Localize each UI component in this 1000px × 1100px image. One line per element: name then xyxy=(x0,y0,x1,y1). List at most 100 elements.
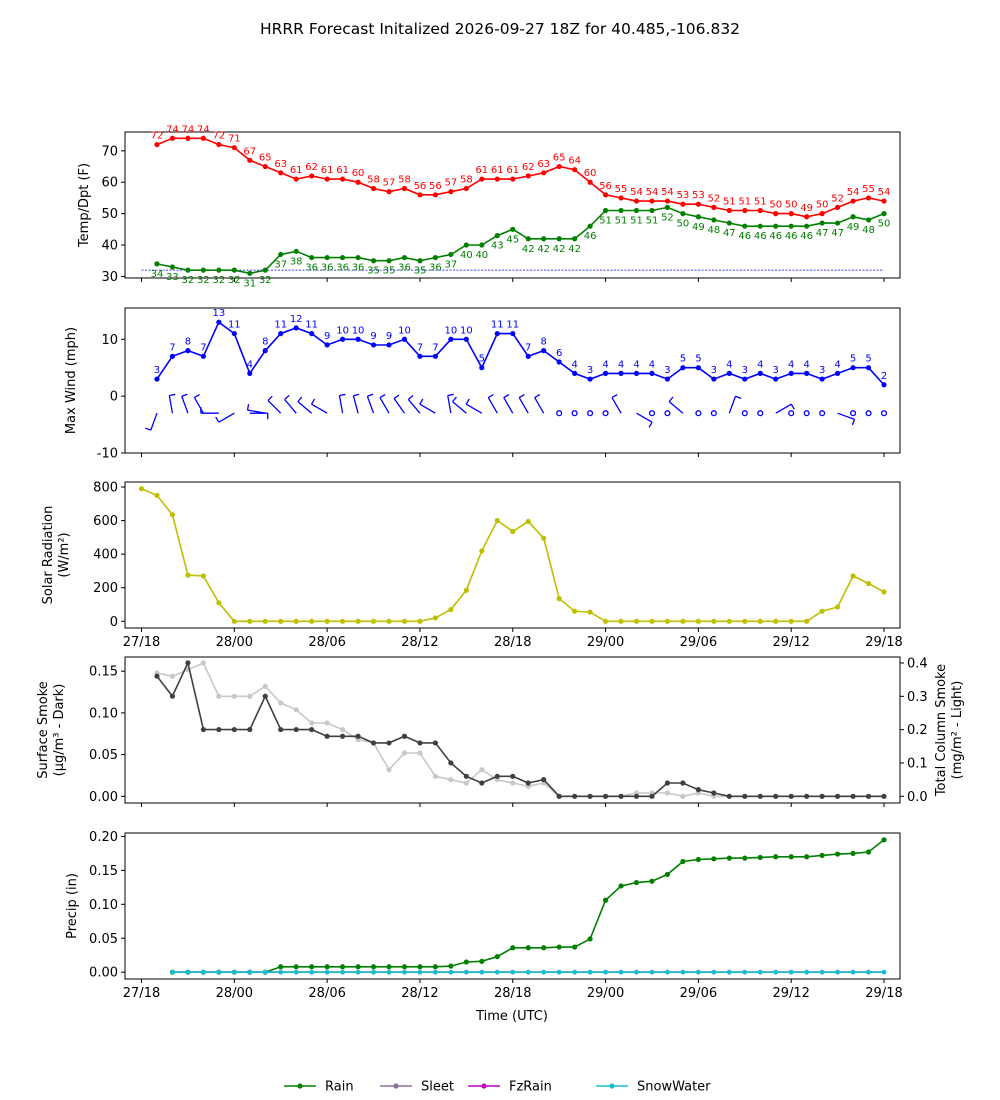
temp-series-point xyxy=(262,163,268,170)
solar-ytick-label: 400 xyxy=(93,548,118,563)
legend-swatch-marker xyxy=(481,1083,487,1089)
wind-barb xyxy=(419,398,436,414)
snowwater-series-point xyxy=(634,969,639,975)
rain-series-line xyxy=(172,839,885,974)
precip-ylabel: Precip (in) xyxy=(65,873,80,939)
wind-barb xyxy=(366,393,375,414)
wind-series-point xyxy=(757,370,763,376)
temp-series-point xyxy=(231,145,237,151)
dewpoint-series-point xyxy=(865,217,872,223)
temp-series-point xyxy=(618,195,624,201)
wind-barb-shaft xyxy=(311,403,328,414)
temp-value-label: 55 xyxy=(615,184,628,195)
temp-value-label: 49 xyxy=(800,203,813,214)
legend-label: Rain xyxy=(325,1080,354,1095)
temp-value-label: 74 xyxy=(197,124,210,135)
solar-series-point xyxy=(216,600,222,606)
wind-ytick-label: 10 xyxy=(101,333,118,348)
precip-xtick-label: 28/12 xyxy=(401,986,438,1001)
solar-series-point xyxy=(231,618,237,624)
dewpoint-series-point xyxy=(309,254,315,261)
precip-ytick-label: 0.00 xyxy=(89,966,118,981)
wind-series-point xyxy=(448,336,454,342)
wind-barb-calm xyxy=(819,410,826,417)
dewpoint-series-point xyxy=(525,236,531,242)
snowwater-series-point xyxy=(556,969,562,975)
rain-series-point xyxy=(819,852,825,859)
wind-barb-calm xyxy=(865,410,872,417)
dewpoint-value-label: 36 xyxy=(336,263,349,274)
wind-value-label: 10 xyxy=(352,325,365,336)
temp-ytick-label: 30 xyxy=(101,270,118,285)
wind-barb-flag xyxy=(353,393,360,397)
solar-series-point xyxy=(850,573,856,579)
snowwater-series-point xyxy=(680,969,686,975)
solar-series-point xyxy=(680,618,686,624)
snowwater-series-point xyxy=(587,969,593,975)
dewpoint-value-label: 32 xyxy=(212,275,225,286)
snowwater-series-point xyxy=(866,969,871,975)
wind-barb-shaft xyxy=(775,403,792,414)
solar-ylabel: Solar Radiation(W/m²) xyxy=(41,506,72,605)
snowwater-series-point xyxy=(355,969,361,975)
wind-series-point xyxy=(819,376,825,382)
wind-series-point xyxy=(850,365,856,371)
dewpoint-series-point xyxy=(587,223,593,229)
wind-series-point xyxy=(773,376,779,382)
dewpoint-value-label: 36 xyxy=(352,263,365,274)
wind-value-label: 3 xyxy=(819,365,825,376)
solar-series-point xyxy=(819,608,825,614)
snowwater-series-point xyxy=(200,969,206,975)
snowwater-series-point xyxy=(278,969,284,975)
solar-series-point xyxy=(788,618,794,624)
dewpoint-series-point xyxy=(819,220,825,226)
temp-series-point xyxy=(757,207,763,214)
wind-series-point xyxy=(417,353,423,359)
solar-series-point xyxy=(169,512,176,518)
wind-barb xyxy=(379,394,390,414)
wind-barb-flag xyxy=(379,394,386,399)
temp-value-label: 57 xyxy=(383,178,396,189)
temp-value-label: 74 xyxy=(182,124,195,135)
dewpoint-series-point xyxy=(664,204,671,210)
smoke-right-ytick-label: 0.4 xyxy=(907,657,928,672)
wind-series-point xyxy=(293,325,299,331)
wind-series-point xyxy=(572,370,578,376)
dewpoint-series-point xyxy=(804,223,810,229)
wind-value-label: 8 xyxy=(262,337,268,348)
solar-series-point xyxy=(154,492,160,499)
rain-series-point xyxy=(510,945,516,951)
wind-barb-flag xyxy=(297,396,303,403)
snowwater-series-point xyxy=(773,969,779,975)
dewpoint-series-point xyxy=(339,254,346,261)
solar-series-point xyxy=(355,618,361,624)
snowwater-series-point xyxy=(494,969,500,975)
wind-series-point xyxy=(339,336,346,342)
solar-series-point xyxy=(804,618,810,624)
wind-value-label: 7 xyxy=(432,342,438,353)
rain-series-point xyxy=(386,964,392,970)
legend-item-sleet: Sleet xyxy=(380,1080,454,1095)
temp-series-point xyxy=(169,135,176,141)
wind-barb-calm xyxy=(648,410,656,417)
wind-value-label: 3 xyxy=(587,365,593,376)
snowwater-series-point xyxy=(170,969,175,975)
dewpoint-series-point xyxy=(510,226,516,232)
wind-barb-calm xyxy=(710,410,717,417)
wind-barb-flag xyxy=(339,393,346,397)
smoke-surface-series-point xyxy=(448,760,454,766)
smoke-right-ytick-label: 0.0 xyxy=(907,790,928,805)
wind-barb-calm xyxy=(850,410,857,417)
rain-series-point xyxy=(633,879,640,886)
temp-series-point xyxy=(726,207,732,214)
snowwater-series-point xyxy=(525,969,531,975)
temp-value-label: 65 xyxy=(553,153,566,164)
wind-barb xyxy=(352,393,360,414)
dewpoint-value-label: 48 xyxy=(707,225,720,236)
snowwater-series-point xyxy=(231,969,237,975)
rain-series-point xyxy=(788,854,794,860)
wind-value-label: 4 xyxy=(788,359,794,370)
wind-barb xyxy=(284,395,297,414)
precip-ytick-label: 0.15 xyxy=(89,864,118,879)
